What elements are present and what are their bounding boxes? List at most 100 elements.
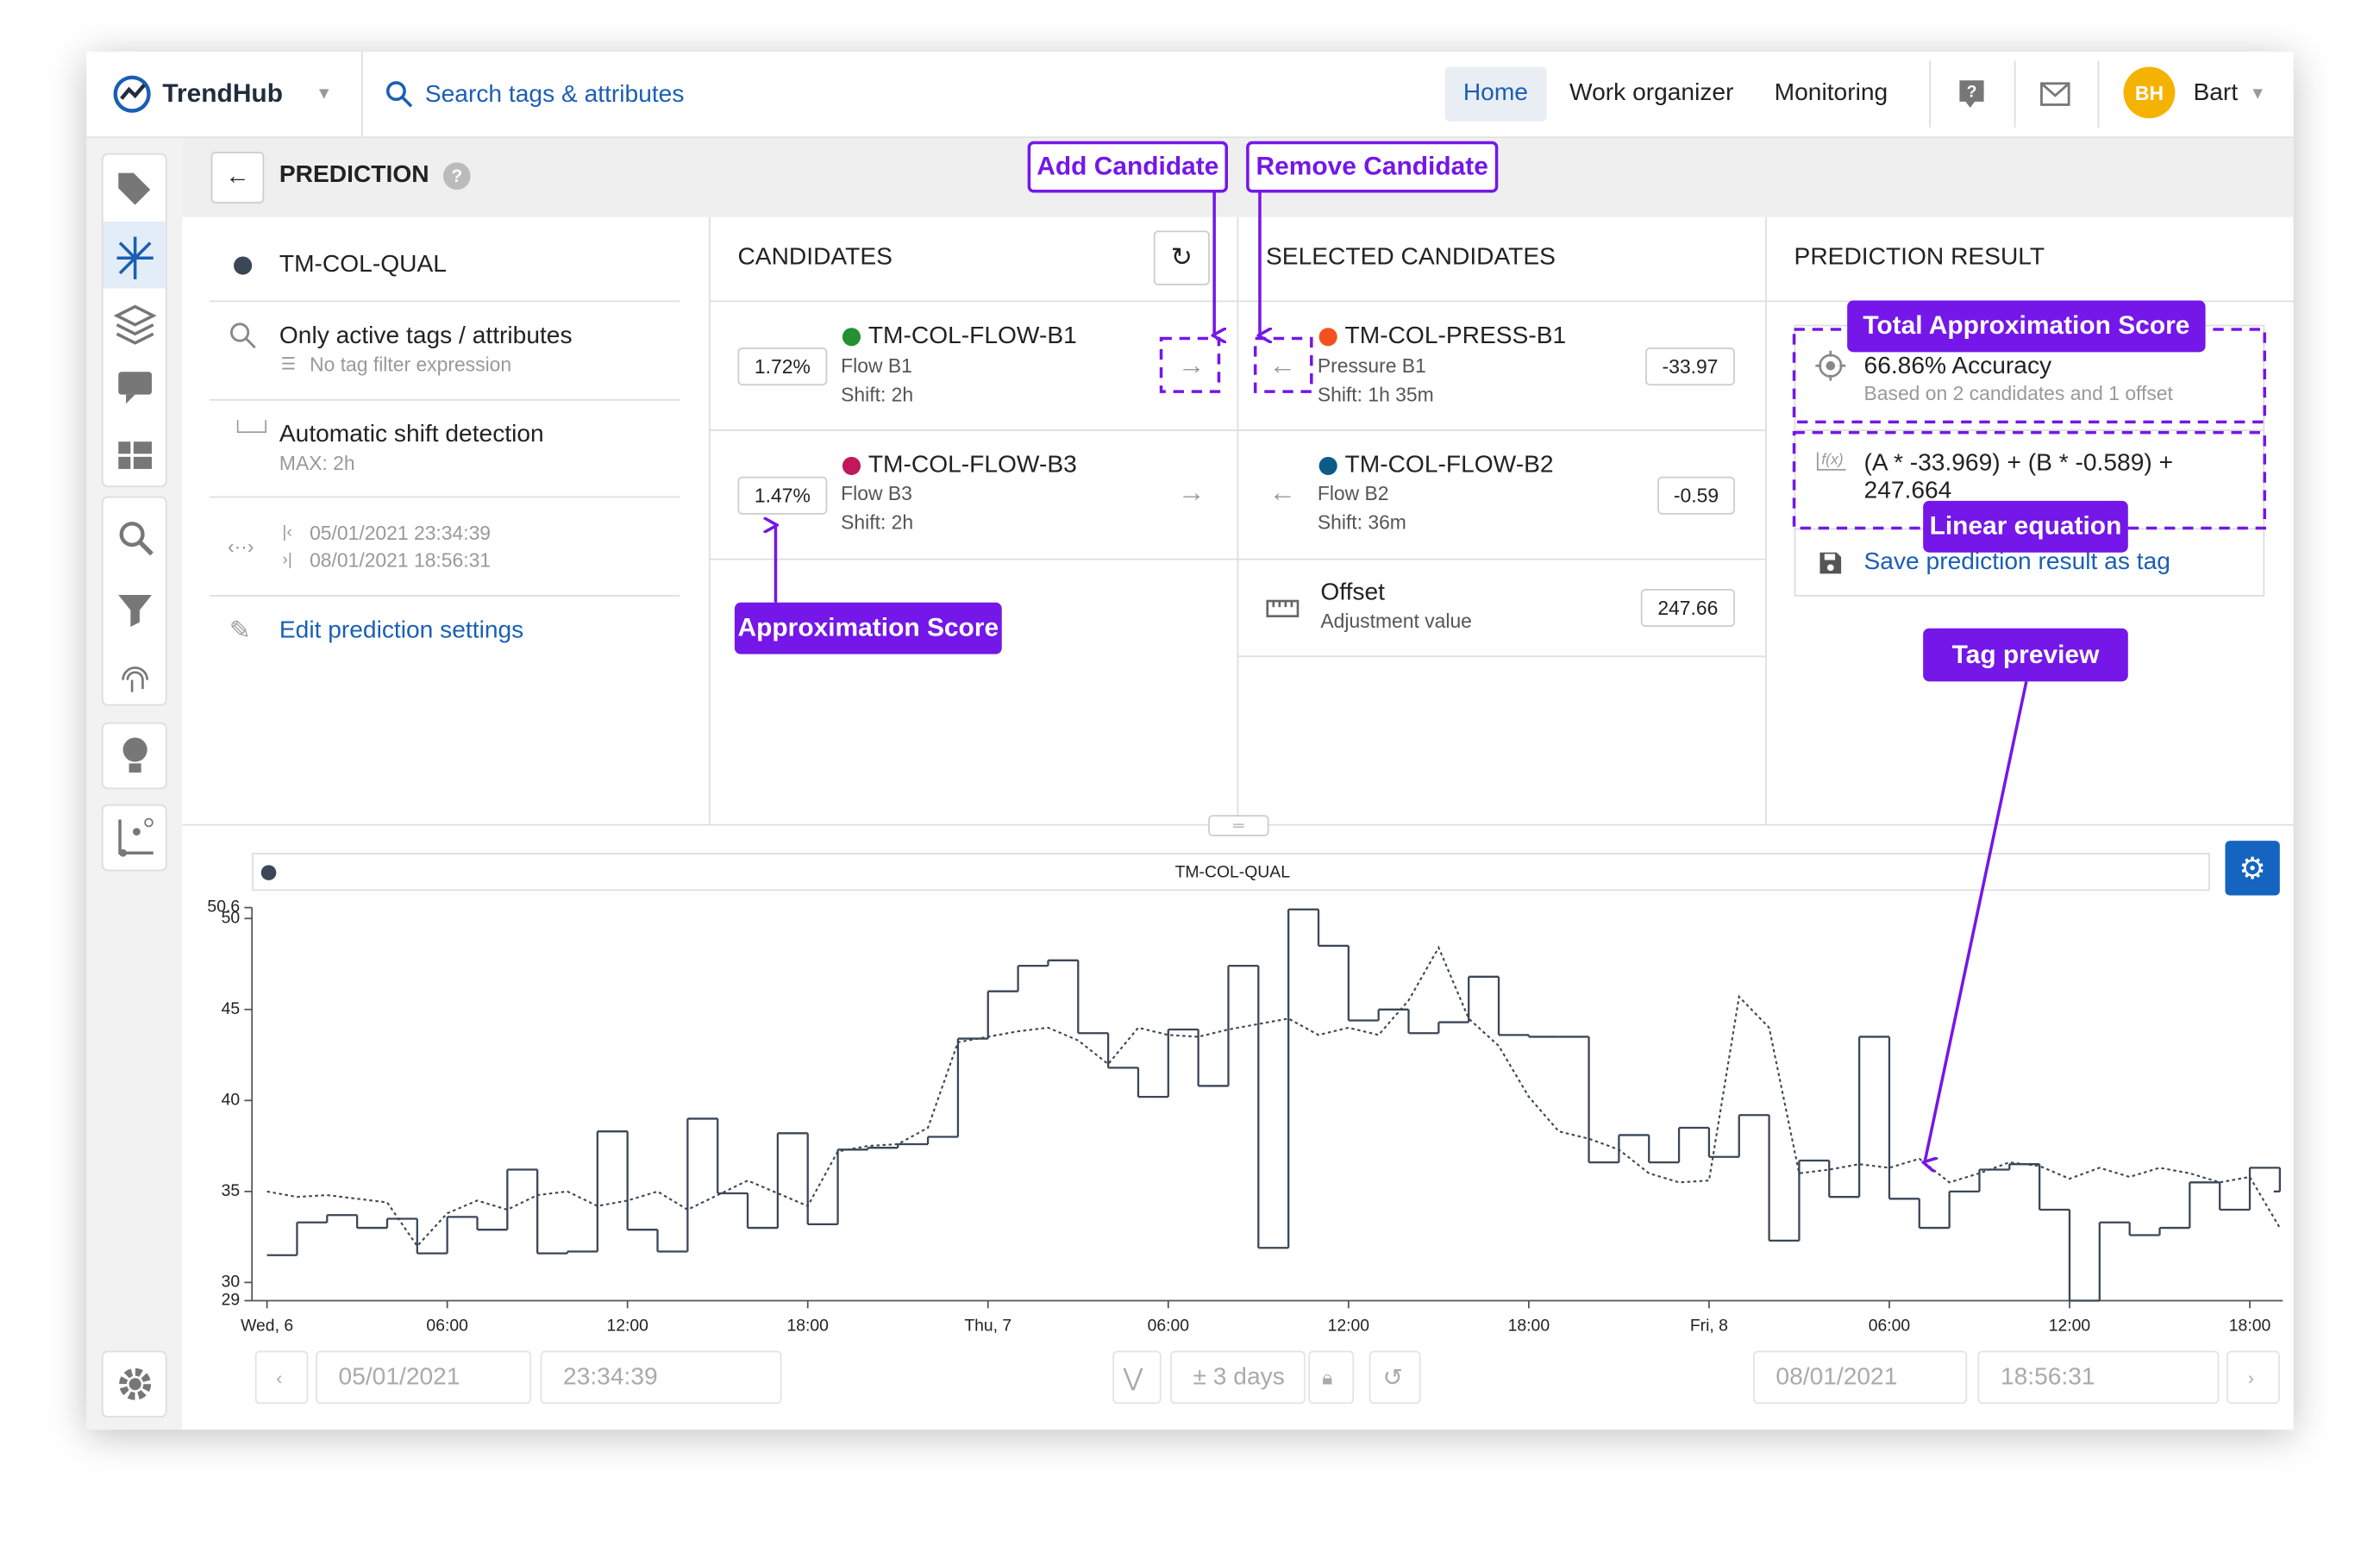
x-tick-label: 18:00 — [786, 1317, 829, 1336]
candidate-name: TM-COL-FLOW-B3 — [867, 452, 1077, 479]
annotation: Approximation Score — [734, 602, 1002, 654]
range-icon: ‹··› — [228, 535, 254, 558]
tool-group — [101, 722, 167, 790]
nav-item[interactable]: Home — [1462, 80, 1528, 107]
shape-button[interactable]: ⋁ — [1112, 1350, 1162, 1405]
candidate-name: TM-COL-PRESS-B1 — [1344, 322, 1567, 349]
resize-handle[interactable]: ═ — [1208, 815, 1269, 836]
logo-icon — [113, 75, 151, 113]
preview-line — [266, 945, 2281, 1248]
candidate-description: Flow B3 — [841, 481, 912, 505]
start: 05/01/2021 23:34:39 — [310, 521, 492, 545]
nav-item[interactable]: Work organizer — [1569, 80, 1734, 107]
history-button[interactable]: ↺ — [1368, 1350, 1421, 1405]
annotation: Total Approximation Score — [1847, 300, 2206, 353]
y-tick-label: 35 — [222, 1181, 241, 1200]
shift: Automatic shift detection — [279, 422, 544, 448]
back-button[interactable]: ← — [210, 152, 265, 203]
annotation: Add Candidate — [1027, 141, 1229, 193]
title-bar — [182, 138, 2294, 217]
x-tick-label: 06:00 — [1148, 1317, 1190, 1336]
end-time[interactable]: 18:56:31 — [1977, 1350, 2220, 1405]
y-tick-label: 45 — [222, 999, 241, 1018]
candidate-shift: Shift: 1h 35m — [1317, 383, 1434, 406]
annotation: Remove Candidate — [1246, 141, 1499, 193]
help-icon[interactable]: ? — [1958, 79, 1986, 110]
candidate-dot — [842, 456, 861, 475]
caret[interactable]: ▼ — [2249, 84, 2266, 103]
page-title: PREDICTION — [279, 162, 429, 189]
logo-text[interactable]: TrendHub — [162, 78, 284, 108]
tool-group — [101, 804, 167, 872]
x-tick-label: 06:00 — [426, 1317, 468, 1336]
user-name[interactable]: Bart — [2193, 80, 2239, 107]
nav-item[interactable]: Monitoring — [1774, 80, 1888, 107]
search-icon — [385, 81, 413, 108]
search[interactable]: Search tags & attributes — [424, 82, 685, 108]
save-result[interactable]: Save prediction result as tag — [1863, 549, 2170, 576]
nav-active — [1444, 66, 1547, 122]
shift-note: MAX: 2h — [279, 451, 355, 475]
annotation: Linear equation — [1923, 500, 2128, 553]
candidate-dot — [1318, 328, 1337, 347]
start-date[interactable]: 05/01/2021 — [316, 1350, 532, 1405]
candidate-description: Pressure B1 — [1317, 354, 1426, 378]
candidate-dot — [1318, 456, 1337, 475]
y-tick-label: 40 — [222, 1090, 241, 1109]
offset-value: 247.66 — [1640, 588, 1735, 627]
y-tick-label: 30 — [222, 1272, 241, 1291]
edit-settings[interactable]: Edit prediction settings — [279, 617, 524, 644]
chart-dot — [260, 865, 277, 880]
candidate-shift: Shift: 36m — [1317, 510, 1406, 534]
remove-button[interactable]: ← — [1268, 477, 1297, 508]
y-tick-label: 50 — [222, 908, 241, 927]
help[interactable]: ? — [442, 162, 471, 191]
candidate-name: TM-COL-FLOW-B1 — [867, 322, 1077, 349]
x-tick-label: Thu, 7 — [964, 1317, 1012, 1336]
x-tick-label: Wed, 6 — [241, 1317, 293, 1336]
lock-button[interactable]: 🔒︎ — [1308, 1350, 1355, 1405]
sidebar-icons[interactable] — [86, 136, 182, 1430]
x-tick-label: 12:00 — [2049, 1317, 2091, 1336]
mail-icon[interactable] — [2040, 82, 2070, 106]
prev-button[interactable]: ‹ — [254, 1350, 309, 1405]
candidate-dot — [842, 328, 861, 347]
candidate-description: Flow B2 — [1317, 481, 1389, 505]
score: 1.72% — [737, 347, 828, 386]
shift-icon: └─┘ — [230, 419, 273, 443]
next-button[interactable]: › — [2227, 1350, 2280, 1405]
chart-settings[interactable]: ⚙ — [2225, 841, 2280, 896]
filter-note: No tag filter expression — [310, 353, 512, 376]
refresh-button[interactable]: ↻ — [1153, 230, 1210, 285]
x-tick-label: Fri, 8 — [1690, 1317, 1728, 1336]
offset-name: Offset — [1320, 579, 1385, 606]
ruler-icon — [1266, 599, 1300, 617]
caret[interactable]: ▼ — [316, 84, 333, 103]
add-button[interactable]: → — [1177, 477, 1206, 508]
coefficient: -33.97 — [1645, 347, 1735, 386]
start-icon: |‹ — [282, 523, 292, 542]
filter-icon: ☰ — [280, 355, 297, 374]
chart-title: TM-COL-QUAL — [1174, 863, 1290, 882]
avatar[interactable]: BH — [2123, 66, 2176, 119]
candidate-name: TM-COL-FLOW-B2 — [1344, 452, 1554, 479]
pencil-icon: ✎ — [229, 616, 251, 646]
coefficient: -0.59 — [1657, 476, 1735, 515]
end-date[interactable]: 08/01/2021 — [1753, 1350, 1968, 1405]
x-tick-label: 18:00 — [1508, 1317, 1550, 1336]
annotation: Tag preview — [1923, 628, 2128, 682]
x-tick-label: 06:00 — [1869, 1317, 1911, 1336]
save-icon — [1819, 552, 1842, 574]
range[interactable]: ± 3 days — [1170, 1350, 1306, 1405]
end: 08/01/2021 18:56:31 — [310, 548, 492, 572]
candidate-shift: Shift: 2h — [841, 510, 914, 534]
score: 1.47% — [737, 476, 828, 515]
start-time[interactable]: 23:34:39 — [540, 1350, 782, 1405]
filter[interactable]: Only active tags / attributes — [279, 322, 573, 349]
y-tick-label: 50.6 — [207, 898, 240, 917]
svg-text:?: ? — [1967, 83, 1977, 102]
candidate-shift: Shift: 2h — [841, 383, 914, 406]
